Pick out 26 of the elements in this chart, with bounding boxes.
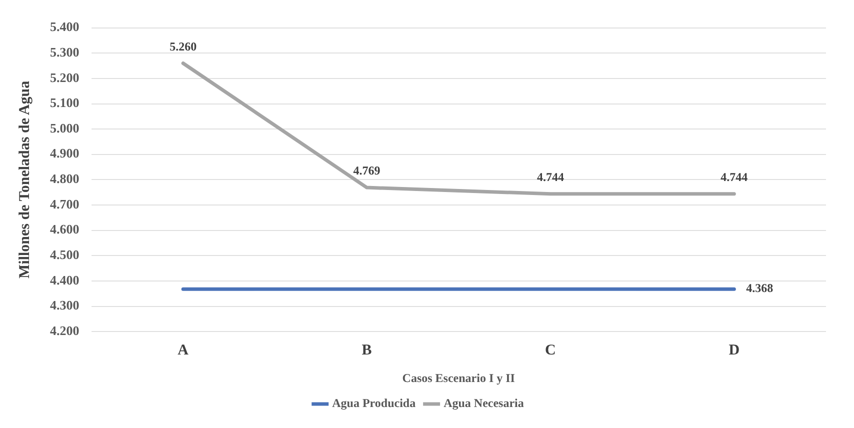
y-tick-label: 4.700 xyxy=(50,196,80,212)
data-label: 4.744 xyxy=(720,170,748,184)
x-axis-title: Casos Escenario I y II xyxy=(402,370,516,385)
data-label: 5.260 xyxy=(170,39,197,54)
x-tick-label: D xyxy=(728,342,740,358)
y-tick-label: 5.100 xyxy=(50,95,80,110)
x-tick-label: A xyxy=(178,342,189,358)
y-tick-label: 4.500 xyxy=(50,247,80,262)
x-tick-label: C xyxy=(545,342,556,358)
y-axis-title: Millones de Toneladas de Agua xyxy=(16,80,33,278)
y-tick-label: 4.600 xyxy=(50,222,80,237)
y-tick-label: 4.300 xyxy=(50,298,80,313)
legend-label: Agua Producida xyxy=(332,396,416,410)
y-tick-label: 5.300 xyxy=(50,44,80,60)
legend-label: Agua Necesaria xyxy=(444,396,524,410)
y-tick-label: 5.400 xyxy=(50,19,80,34)
y-tick-label: 5.000 xyxy=(50,120,80,136)
y-tick-label: 4.800 xyxy=(50,171,80,186)
y-tick-label: 4.900 xyxy=(50,146,80,161)
y-tick-label: 5.200 xyxy=(50,70,80,85)
x-tick-label: B xyxy=(362,342,372,358)
data-label: 4.744 xyxy=(536,170,564,184)
y-tick-label: 4.400 xyxy=(50,272,80,288)
data-label: 4.368 xyxy=(746,281,774,296)
y-tick-label: 4.200 xyxy=(50,322,80,338)
data-label: 4.769 xyxy=(353,164,380,178)
